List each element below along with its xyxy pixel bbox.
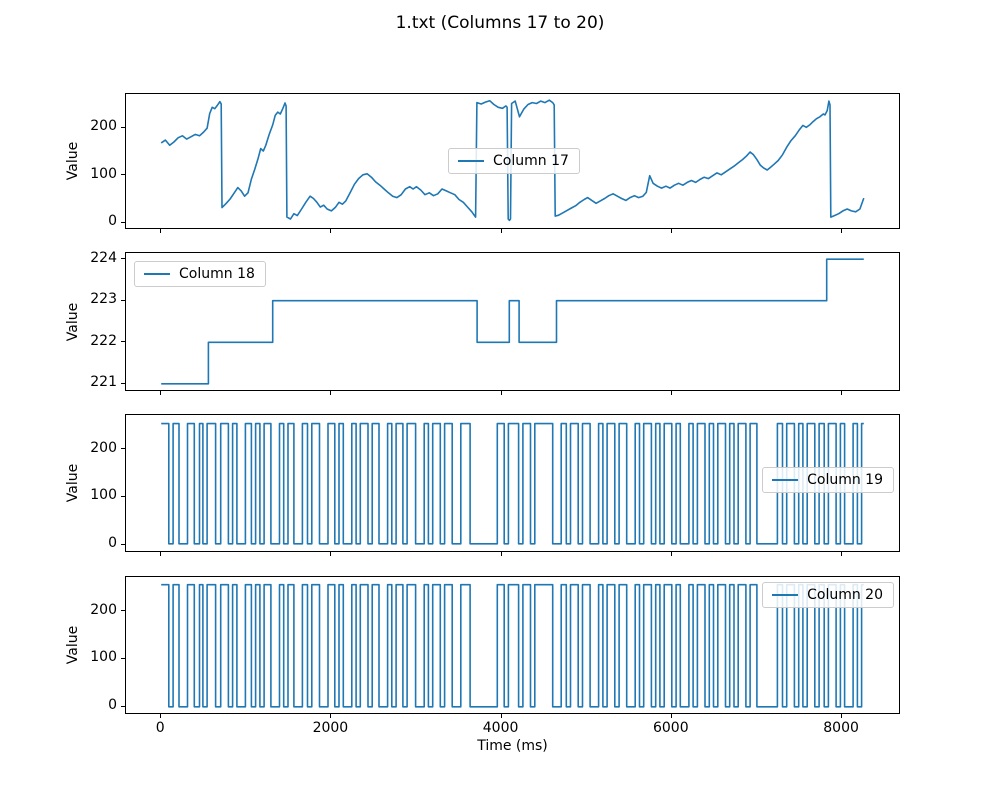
legend-line-sample	[772, 479, 799, 481]
legend-line-sample	[144, 273, 170, 275]
subplot-column-18: Value Column 18 221 222 223 224	[65, 250, 900, 395]
y-tick-mark	[121, 126, 125, 128]
y-tick-label: 222	[90, 332, 117, 349]
y-tick-label: 100	[90, 649, 117, 666]
legend-column-17: Column 17	[448, 148, 580, 174]
y-tick-mark	[121, 610, 125, 611]
plot-area-column-18: Column 18	[125, 252, 900, 391]
x-tick-label: 8000	[823, 720, 859, 736]
x-tick-mark	[500, 714, 502, 718]
legend-line-sample	[772, 594, 799, 596]
y-tick-mark	[121, 174, 125, 176]
x-tick-mark	[500, 229, 502, 233]
y-tick-label: 221	[90, 374, 117, 391]
x-tick-label: 0	[155, 720, 165, 736]
x-tick-mark	[670, 714, 672, 718]
legend-label: Column 19	[807, 472, 883, 488]
legend-label: Column 17	[493, 153, 569, 169]
line-series-column-20	[161, 583, 864, 708]
legend-label: Column 20	[807, 587, 883, 603]
y-tick-label: 223	[90, 291, 117, 308]
x-tick-mark	[670, 391, 672, 395]
x-tick-mark	[670, 552, 672, 556]
y-tick-mark	[121, 299, 125, 301]
y-tick-label: 200	[90, 601, 117, 618]
y-tick-mark	[121, 382, 125, 384]
x-tick-mark	[841, 391, 843, 395]
x-tick-mark	[160, 229, 162, 233]
x-tick-mark	[160, 714, 162, 718]
x-tick-mark	[160, 552, 162, 556]
line-series-column-17	[160, 99, 865, 222]
x-tick-mark	[841, 229, 843, 233]
figure-title: 1.txt (Columns 17 to 20)	[395, 13, 605, 33]
y-tick-mark	[121, 705, 125, 707]
y-tick-label: 200	[90, 439, 117, 456]
y-tick-mark	[121, 543, 125, 545]
x-tick-mark	[670, 229, 672, 233]
legend-column-19: Column 19	[762, 467, 894, 493]
y-tick-mark	[121, 657, 125, 659]
legend-line-sample	[458, 160, 484, 162]
plot-area-column-19: Column 19	[125, 414, 900, 552]
x-tick-label: 6000	[652, 720, 689, 736]
y-tick-label: 224	[90, 249, 117, 266]
y-tick-mark	[121, 448, 125, 449]
x-tick-mark	[330, 552, 332, 556]
y-tick-label: 100	[90, 487, 117, 504]
x-tick-mark	[841, 714, 843, 718]
x-tick-mark	[841, 552, 843, 556]
x-tick-mark	[330, 391, 332, 395]
legend-label: Column 18	[179, 266, 255, 282]
y-tick-label: 0	[108, 535, 117, 552]
x-tick-mark	[330, 229, 332, 233]
x-tick-mark	[160, 391, 162, 395]
x-tick-mark	[500, 552, 502, 556]
subplot-column-19: Value Column 19 0 100 200	[65, 414, 900, 556]
y-tick-mark	[121, 221, 125, 223]
x-tick-label: 4000	[482, 720, 519, 736]
y-tick-label: 0	[108, 213, 117, 230]
x-tick-mark	[330, 714, 332, 718]
line-series-column-19	[161, 422, 864, 545]
y-tick-mark	[121, 495, 125, 497]
subplot-column-17: Value Column 17 0 100 200	[65, 93, 900, 233]
subplot-column-20: Value Column 20 0 100 200 0 2000 4000 6000 8000	[65, 576, 900, 736]
legend-column-20: Column 20	[762, 582, 894, 608]
plot-area-column-20: Column 20	[125, 576, 900, 714]
x-tick-label: 2000	[312, 720, 349, 736]
x-axis-label: Time (ms)	[477, 738, 548, 754]
y-tick-mark	[121, 258, 125, 260]
y-tick-label: 200	[90, 118, 117, 135]
line-series-column-18	[161, 258, 864, 385]
x-tick-mark	[500, 391, 502, 395]
legend-column-18: Column 18	[134, 261, 266, 287]
plot-area-column-17: Column 17	[125, 93, 900, 229]
y-tick-label: 100	[90, 165, 117, 182]
y-tick-label: 0	[108, 697, 117, 714]
y-tick-mark	[121, 341, 125, 343]
